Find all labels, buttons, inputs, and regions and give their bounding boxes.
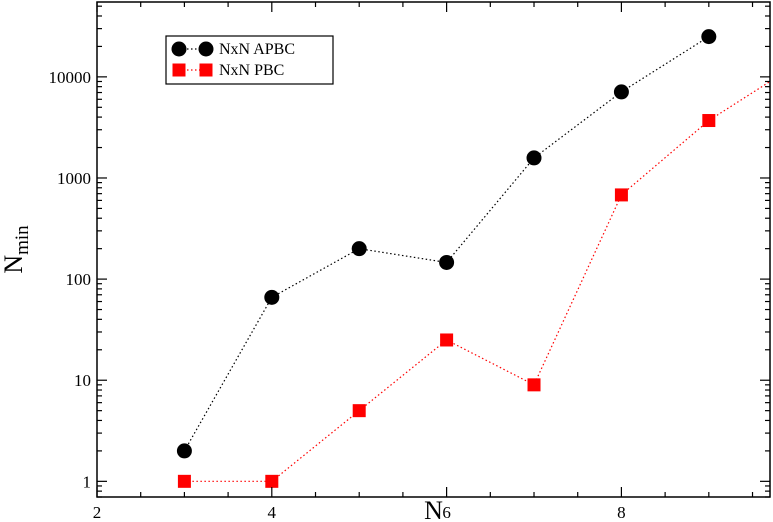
x-tick-label: 6 [442, 503, 451, 522]
legend-marker-pbc [172, 63, 186, 77]
x-axis-title: N [424, 496, 443, 522]
legend-marker-apbc [198, 41, 214, 57]
y-tick-label: 100 [66, 270, 92, 289]
series-line-0 [183, 36, 710, 452]
y-axis-title: Nmin [0, 225, 33, 274]
y-tick-label: 1000 [57, 169, 91, 188]
data-point [614, 188, 628, 202]
legend: NxN APBC NxN PBC [165, 35, 334, 85]
y-tick-label: 10 [74, 371, 91, 390]
legend-marker-pbc [199, 63, 213, 77]
legend-box [165, 35, 334, 85]
data-point [351, 241, 367, 257]
legend-entry-pbc: NxN PBC [172, 62, 284, 79]
x-tick-label: 8 [617, 503, 626, 522]
x-tick-label: 4 [268, 503, 277, 522]
data-point [439, 254, 455, 270]
plot-frame [96, 1, 771, 498]
data-point [177, 474, 191, 488]
plot-content [176, 29, 770, 488]
data-point [527, 378, 541, 392]
x-tick-label: 2 [93, 503, 102, 522]
y-tick-label: 10000 [49, 68, 92, 87]
data-point [264, 289, 280, 305]
legend-label-pbc: NxN PBC [219, 62, 284, 79]
data-point [526, 150, 542, 166]
legend-label-apbc: NxN APBC [219, 41, 295, 58]
y-tick-label: 1 [83, 472, 92, 491]
y-axis-title-main: N [0, 255, 28, 274]
data-point [701, 29, 717, 45]
data-point [265, 474, 279, 488]
data-point [176, 443, 192, 459]
series-line-1 [184, 80, 770, 482]
legend-marker-apbc [171, 41, 187, 57]
y-axis: 1 10 100 1000 10000 [49, 5, 770, 498]
x-axis: 2 4 6 8 [93, 2, 754, 522]
data-point [613, 84, 629, 100]
y-axis-title-subscript: min [12, 225, 33, 255]
legend-entry-apbc: NxN APBC [171, 41, 295, 58]
data-point [702, 114, 716, 128]
data-point [352, 404, 366, 418]
data-point [440, 333, 454, 347]
